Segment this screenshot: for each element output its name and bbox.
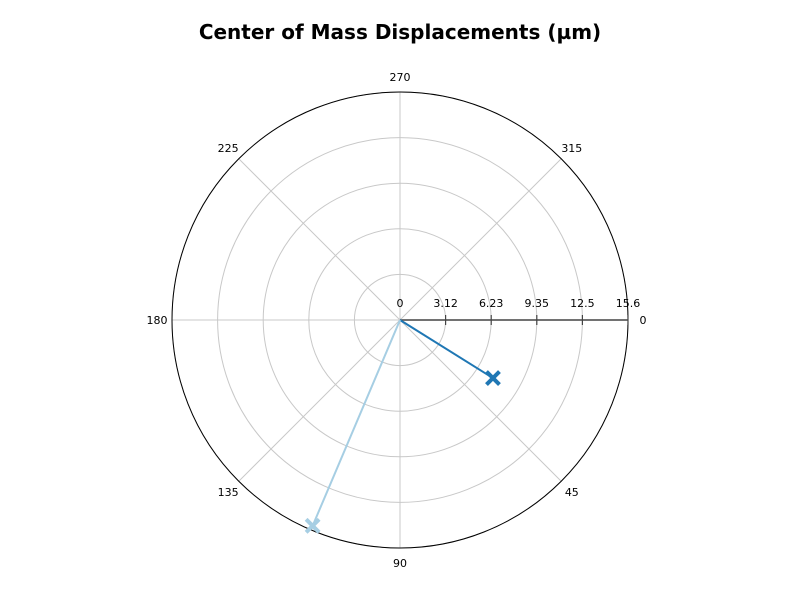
data-points: [304, 319, 501, 534]
radial-tick-label: 9.35: [525, 297, 550, 310]
displacement-marker: [485, 370, 501, 387]
displacement-marker: [304, 517, 321, 534]
angle-tick-label: 225: [218, 142, 239, 155]
angular-gridline: [399, 319, 562, 482]
radial-labels: 0 3.12 6.23 9.35 12.5 15.6: [397, 297, 641, 325]
angle-tick-label: 135: [218, 486, 239, 499]
radial-tick-label: 0: [397, 297, 404, 310]
angle-tick-label: 45: [565, 486, 579, 499]
angle-tick-label: 270: [390, 71, 411, 84]
angular-gridline: [399, 158, 562, 321]
radial-tick-label: 6.23: [479, 297, 504, 310]
angle-tick-label: 90: [393, 557, 407, 570]
angle-tick-label: 180: [147, 314, 168, 327]
radial-tick-label: 12.5: [570, 297, 595, 310]
chart-title: Center of Mass Displacements (µm): [199, 20, 601, 44]
angular-gridline: [238, 319, 401, 482]
displacement-line: [399, 319, 494, 379]
angle-tick-label: 315: [561, 142, 582, 155]
angle-tick-label: 0: [640, 314, 647, 327]
displacement-line: [311, 319, 401, 527]
radial-tick-label: 15.6: [616, 297, 641, 310]
angle-labels: 0 45 90 135 180 225 270 315: [147, 71, 647, 570]
angular-gridline: [238, 158, 401, 321]
radial-tick-label: 3.12: [433, 297, 458, 310]
